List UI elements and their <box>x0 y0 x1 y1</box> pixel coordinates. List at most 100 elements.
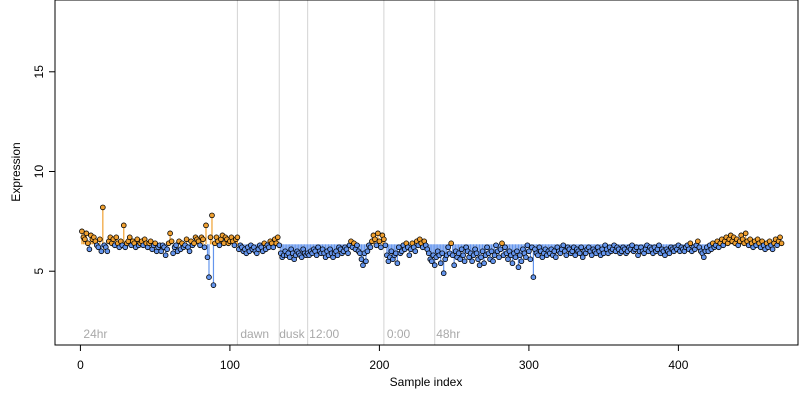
data-point <box>445 244 451 251</box>
data-point <box>126 234 133 241</box>
data-point <box>535 252 541 259</box>
data-point <box>493 242 499 249</box>
data-point <box>100 204 106 211</box>
data-point <box>210 282 217 288</box>
y-tick-label: 10 <box>32 165 46 179</box>
data-point <box>496 254 502 261</box>
time-marker-label: dusk <box>279 327 305 341</box>
data-point <box>173 242 179 249</box>
data-point <box>505 256 511 263</box>
data-point <box>231 242 238 249</box>
data-point <box>499 240 505 247</box>
x-axis: 0 100 200 300 400 <box>77 344 689 372</box>
y-axis: 5 10 15 <box>32 65 56 275</box>
data-point <box>428 258 435 265</box>
data-point <box>449 252 456 259</box>
data-point <box>695 238 701 245</box>
data-point <box>451 262 457 269</box>
data-point <box>276 242 283 249</box>
data-point <box>572 252 579 259</box>
data-point <box>357 250 363 257</box>
x-tick-label: 200 <box>369 358 389 372</box>
data-point <box>656 242 662 249</box>
data-point <box>234 234 241 241</box>
data-point <box>334 252 341 259</box>
data-point <box>85 240 91 247</box>
data-point <box>473 250 480 257</box>
time-marker-lines <box>236 0 436 345</box>
plot-frame <box>54 0 799 346</box>
data-point <box>481 260 487 267</box>
data-point <box>197 242 203 249</box>
data-point <box>98 248 105 255</box>
data-point <box>458 246 465 253</box>
data-point <box>204 254 211 261</box>
data-point <box>147 238 154 245</box>
data-point <box>777 234 783 241</box>
data-point <box>358 256 365 263</box>
x-axis-title: Sample index <box>390 375 463 389</box>
data-point <box>372 236 378 243</box>
data-point <box>527 256 534 263</box>
data-point <box>97 236 103 243</box>
time-marker-label: 48hr <box>436 327 460 341</box>
data-point <box>206 274 212 280</box>
data-point <box>170 250 176 257</box>
data-point <box>82 236 88 243</box>
data-point <box>183 236 190 243</box>
y-axis-title: Expression <box>9 142 23 201</box>
data-point <box>209 212 215 219</box>
data-point <box>469 258 475 265</box>
data-point <box>769 246 776 253</box>
data-point <box>393 250 399 257</box>
data-point <box>588 252 595 259</box>
data-point <box>270 244 277 251</box>
data-point <box>167 230 173 237</box>
data-point <box>491 252 498 259</box>
data-point <box>134 236 141 243</box>
data-point <box>578 244 585 251</box>
data-point <box>560 242 567 249</box>
data-point <box>381 236 387 243</box>
time-marker-label: 24hr <box>83 327 107 341</box>
data-point <box>120 222 127 229</box>
data-point <box>579 254 586 261</box>
time-marker-label: dawn <box>240 327 269 341</box>
data-point <box>502 244 508 251</box>
x-tick-label: 100 <box>220 358 240 372</box>
data-point <box>497 246 504 253</box>
data-point <box>203 222 209 229</box>
data-point <box>394 260 401 267</box>
data-point <box>375 230 381 237</box>
data-point <box>216 242 223 249</box>
data-point <box>364 248 371 255</box>
data-point <box>530 274 537 280</box>
data-point <box>200 236 206 243</box>
data-point <box>363 258 369 265</box>
data-point <box>514 248 520 255</box>
data-point <box>479 248 486 255</box>
data-point <box>455 250 462 257</box>
data-point <box>388 248 395 255</box>
data-point <box>345 250 351 257</box>
data-point <box>457 256 463 263</box>
x-tick-label: 300 <box>519 358 539 372</box>
data-point <box>484 244 490 251</box>
data-point <box>95 244 102 251</box>
data-point <box>286 254 293 261</box>
data-point <box>376 238 383 245</box>
data-point <box>490 258 496 265</box>
data-point <box>412 248 419 255</box>
data-point <box>460 252 466 259</box>
data-point <box>201 244 208 251</box>
data-point <box>518 258 525 265</box>
data-points <box>79 204 785 288</box>
data-point <box>666 250 673 257</box>
data-point <box>83 230 90 237</box>
data-point <box>86 246 93 253</box>
data-point <box>207 234 214 241</box>
data-point <box>437 260 444 267</box>
data-point <box>191 240 197 247</box>
data-point <box>360 262 366 269</box>
